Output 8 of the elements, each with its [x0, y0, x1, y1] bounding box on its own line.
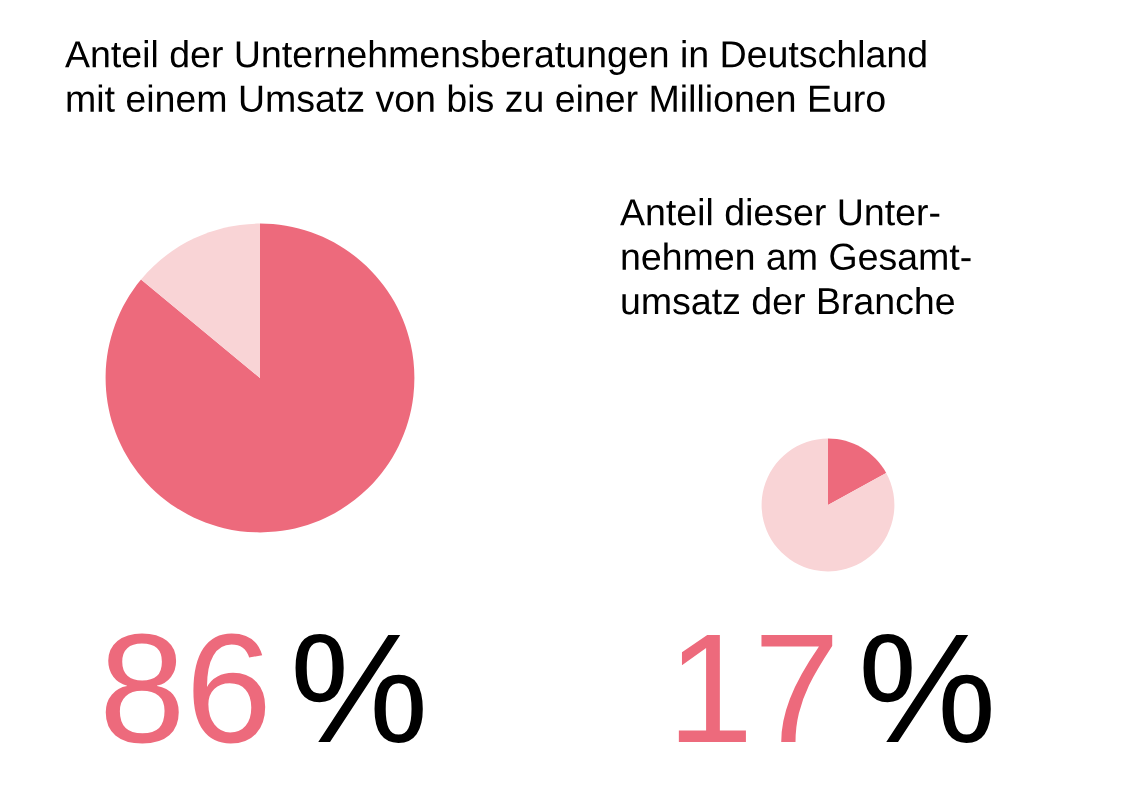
pie-slice	[828, 438, 887, 505]
pie-slice	[141, 223, 260, 378]
text: 86 %	[105, 633, 423, 744]
text: Anteil der Unternehmensberatungen in Deutschland mit einem Umsatz von bis zu einer Millionen Euro	[65, 40, 926, 113]
pie-slice	[761, 438, 895, 572]
text: 17 %	[678, 634, 991, 743]
pie-slice	[105, 223, 415, 533]
chart-title: Anteil dieser Unter- nehmen am Gesamt- umsatz der Branche	[620, 198, 971, 315]
